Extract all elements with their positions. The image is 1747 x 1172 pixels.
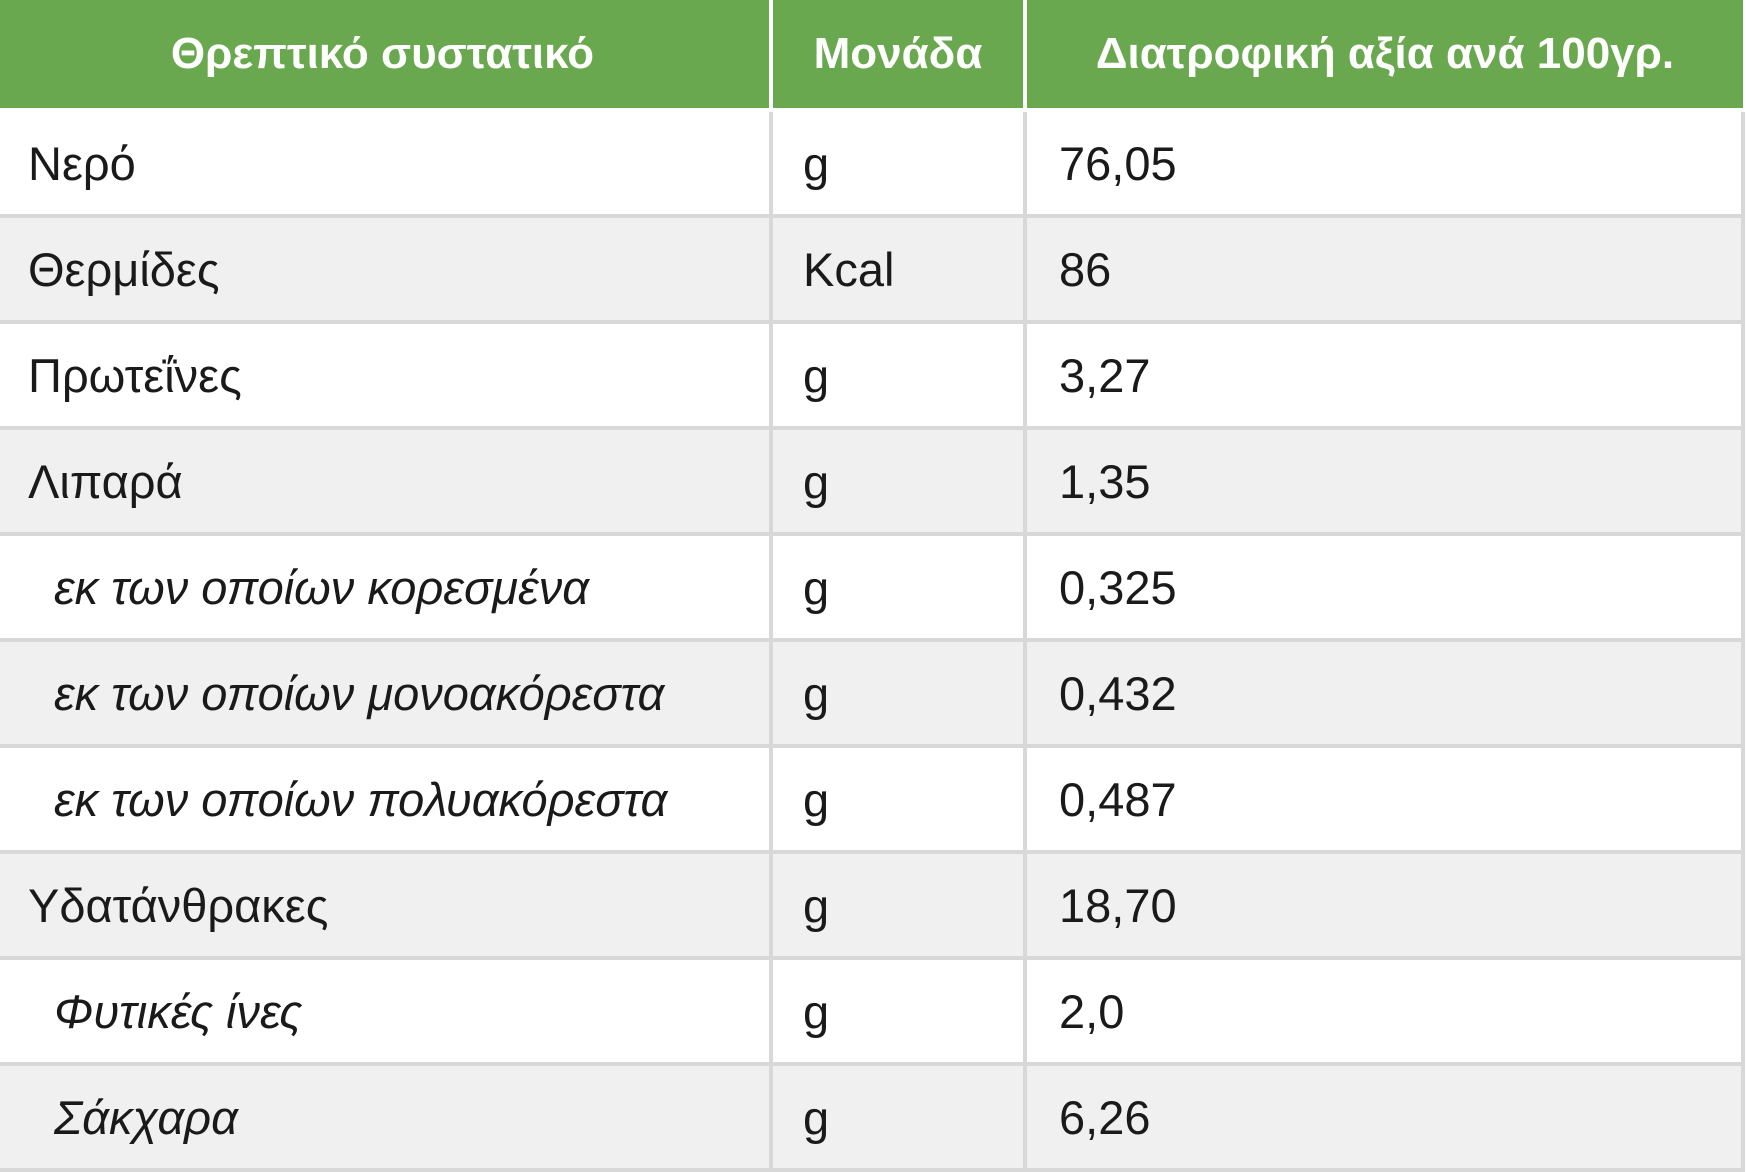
table-row: Υδατάνθρακες g 18,70 xyxy=(0,850,1745,960)
nutrient-cell: Πρωτεΐνες xyxy=(0,320,773,430)
unit-cell: g xyxy=(769,108,1027,218)
header-value: Διατροφική αξία ανά 100γρ. xyxy=(1025,0,1743,112)
table-body: Νερό g 76,05 Θερμίδες Kcal 86 Πρωτεΐνες … xyxy=(0,108,1745,1172)
header-nutrient: Θρεπτικό συστατικό xyxy=(0,0,773,112)
nutrient-cell: Σάκχαρα xyxy=(0,1062,773,1172)
table-header: Θρεπτικό συστατικό Μονάδα Διατροφική αξί… xyxy=(0,0,1743,112)
unit-cell: g xyxy=(769,426,1027,536)
nutrient-cell: Υδατάνθρακες xyxy=(0,850,773,960)
unit-cell: g xyxy=(769,638,1027,748)
nutrient-cell: Φυτικές ίνες xyxy=(0,956,773,1066)
value-cell: 2,0 xyxy=(1023,956,1745,1066)
header-unit: Μονάδα xyxy=(771,0,1027,112)
nutrient-cell: εκ των οποίων μονοακόρεστα xyxy=(0,638,773,748)
value-cell: 18,70 xyxy=(1023,850,1745,960)
value-cell: 0,432 xyxy=(1023,638,1745,748)
table-row: εκ των οποίων κορεσμένα g 0,325 xyxy=(0,532,1745,642)
value-cell: 3,27 xyxy=(1023,320,1745,430)
table-row: Σάκχαρα g 6,26 xyxy=(0,1062,1745,1172)
value-cell: 86 xyxy=(1023,214,1745,324)
nutrient-cell: Θερμίδες xyxy=(0,214,773,324)
table-row: Θερμίδες Kcal 86 xyxy=(0,214,1745,324)
table-row: Πρωτεΐνες g 3,27 xyxy=(0,320,1745,430)
nutrient-cell: εκ των οποίων κορεσμένα xyxy=(0,532,773,642)
unit-cell: g xyxy=(769,532,1027,642)
unit-cell: g xyxy=(769,956,1027,1066)
unit-cell: g xyxy=(769,320,1027,430)
value-cell: 0,325 xyxy=(1023,532,1745,642)
unit-cell: Kcal xyxy=(769,214,1027,324)
unit-cell: g xyxy=(769,1062,1027,1172)
value-cell: 1,35 xyxy=(1023,426,1745,536)
table-row: Λιπαρά g 1,35 xyxy=(0,426,1745,536)
unit-cell: g xyxy=(769,744,1027,854)
unit-cell: g xyxy=(769,850,1027,960)
table-row: εκ των οποίων μονοακόρεστα g 0,432 xyxy=(0,638,1745,748)
table-row: Νερό g 76,05 xyxy=(0,108,1745,218)
nutrient-cell: εκ των οποίων πολυακόρεστα xyxy=(0,744,773,854)
header-row: Θρεπτικό συστατικό Μονάδα Διατροφική αξί… xyxy=(0,0,1743,112)
nutrient-cell: Λιπαρά xyxy=(0,426,773,536)
value-cell: 0,487 xyxy=(1023,744,1745,854)
value-cell: 6,26 xyxy=(1023,1062,1745,1172)
table-row: Φυτικές ίνες g 2,0 xyxy=(0,956,1745,1066)
table-row: εκ των οποίων πολυακόρεστα g 0,487 xyxy=(0,744,1745,854)
nutrient-cell: Νερό xyxy=(0,108,773,218)
value-cell: 76,05 xyxy=(1023,108,1745,218)
